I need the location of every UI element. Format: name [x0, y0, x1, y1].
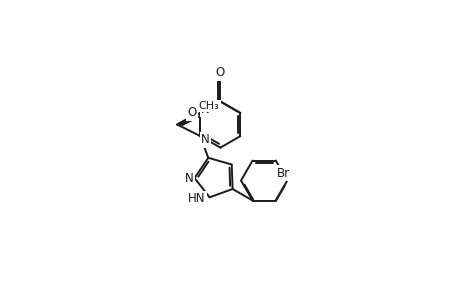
Text: CH₃: CH₃	[198, 101, 219, 111]
Text: O: O	[215, 67, 224, 80]
Text: N: N	[201, 103, 210, 116]
Text: O: O	[187, 106, 196, 119]
Text: N: N	[201, 134, 210, 146]
Text: Br: Br	[277, 167, 290, 180]
Text: HN: HN	[188, 192, 205, 206]
Text: N: N	[185, 172, 193, 184]
